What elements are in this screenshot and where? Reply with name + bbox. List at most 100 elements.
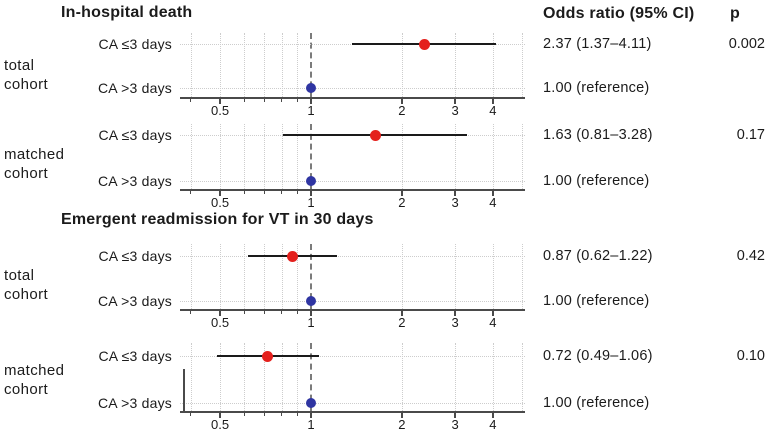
x-tick-major	[310, 98, 312, 104]
x-tick-label: 0.5	[211, 315, 230, 330]
odds-ratio-column-header: Odds ratio (95% CI)	[543, 5, 695, 22]
x-tick-major	[401, 190, 403, 196]
or-value: 1.00 (reference)	[543, 80, 650, 96]
gridline-vertical	[492, 33, 494, 97]
or-value: 1.00 (reference)	[543, 173, 650, 189]
x-tick-label: 2	[398, 315, 406, 330]
x-tick-label: 2	[398, 417, 406, 432]
x-tick-minor	[263, 190, 265, 194]
gridline-vertical	[401, 244, 403, 309]
x-tick-major	[219, 412, 221, 418]
reference-line	[310, 33, 312, 97]
x-tick-minor	[243, 98, 245, 102]
x-tick-minor	[296, 190, 298, 194]
or-point-red	[262, 350, 274, 362]
or-value: 0.72 (0.49–1.06)	[543, 348, 653, 364]
x-tick-label: 4	[489, 315, 497, 330]
section-title-emergent-readmission: Emergent readmission for VT in 30 days	[61, 211, 374, 228]
gridline-vertical	[244, 244, 245, 309]
p-value: 0.42	[736, 248, 765, 264]
x-tick-minor	[190, 98, 192, 102]
x-tick-minor	[263, 310, 265, 314]
gridline-vertical	[522, 244, 524, 309]
x-tick-label: 3	[451, 195, 459, 210]
x-tick-major	[492, 98, 494, 104]
gridline-vertical	[281, 33, 283, 97]
gridline-vertical	[401, 33, 403, 97]
gridline-vertical	[455, 124, 457, 189]
gridline-vertical	[220, 124, 222, 189]
p-value: 0.002	[728, 36, 765, 52]
group-label: matched cohort	[4, 146, 65, 182]
y-axis-spine	[183, 369, 185, 411]
x-tick-minor	[190, 190, 192, 194]
x-tick-label: 1	[307, 195, 315, 210]
reference-line	[310, 244, 312, 309]
x-tick-minor	[281, 412, 283, 416]
gridline-vertical	[190, 124, 192, 189]
gridline-vertical	[522, 343, 524, 411]
gridline-vertical	[455, 343, 457, 411]
x-tick-minor	[263, 412, 265, 416]
or-point-blue	[306, 398, 316, 408]
x-tick-minor	[296, 412, 298, 416]
row-label: CA >3 days	[98, 173, 172, 189]
x-tick-minor	[281, 310, 283, 314]
x-tick-major	[219, 310, 221, 316]
row-label: CA ≤3 days	[98, 127, 172, 143]
x-tick-major	[454, 98, 456, 104]
gridline-vertical	[522, 33, 524, 97]
gridline-vertical	[297, 33, 299, 97]
gridline-vertical	[220, 244, 222, 309]
gridline-vertical	[281, 124, 283, 189]
x-tick-minor	[296, 310, 298, 314]
x-tick-major	[401, 412, 403, 418]
gridline-vertical	[401, 343, 403, 411]
gridline-vertical	[401, 124, 403, 189]
gridline-vertical	[264, 33, 266, 97]
x-axis	[180, 97, 525, 99]
x-tick-major	[454, 412, 456, 418]
gridline-vertical	[297, 343, 299, 411]
gridline-vertical	[220, 33, 222, 97]
gridline-vertical	[264, 343, 266, 411]
or-value: 1.00 (reference)	[543, 293, 650, 309]
x-tick-major	[401, 98, 403, 104]
reference-line	[310, 124, 312, 189]
gridline-row	[180, 301, 525, 302]
row-label: CA ≤3 days	[98, 248, 172, 264]
x-tick-label: 0.5	[211, 195, 230, 210]
gridline-row	[180, 88, 525, 89]
x-tick-label: 1	[307, 315, 315, 330]
x-axis	[180, 189, 525, 191]
x-axis	[180, 309, 525, 311]
x-tick-major	[492, 190, 494, 196]
x-tick-label: 0.5	[211, 417, 230, 432]
gridline-vertical	[264, 124, 266, 189]
x-tick-label: 3	[451, 103, 459, 118]
gridline-row	[180, 403, 525, 404]
x-tick-major	[310, 190, 312, 196]
x-tick-label: 3	[451, 315, 459, 330]
x-tick-major	[454, 190, 456, 196]
group-label: total cohort	[4, 267, 49, 303]
x-tick-label: 1	[307, 103, 315, 118]
x-tick-label: 2	[398, 103, 406, 118]
row-label: CA ≤3 days	[98, 36, 172, 52]
gridline-vertical	[244, 343, 245, 411]
reference-line	[310, 343, 312, 411]
gridline-vertical	[264, 244, 266, 309]
gridline-row	[180, 256, 525, 257]
gridline-vertical	[492, 343, 494, 411]
or-point-blue	[306, 176, 316, 186]
or-value: 1.00 (reference)	[543, 395, 650, 411]
gridline-vertical	[297, 124, 299, 189]
gridline-vertical	[455, 33, 457, 97]
x-tick-minor	[296, 98, 298, 102]
or-value: 1.63 (0.81–3.28)	[543, 127, 653, 143]
x-tick-minor	[281, 190, 283, 194]
x-tick-major	[310, 412, 312, 418]
x-tick-minor	[263, 98, 265, 102]
